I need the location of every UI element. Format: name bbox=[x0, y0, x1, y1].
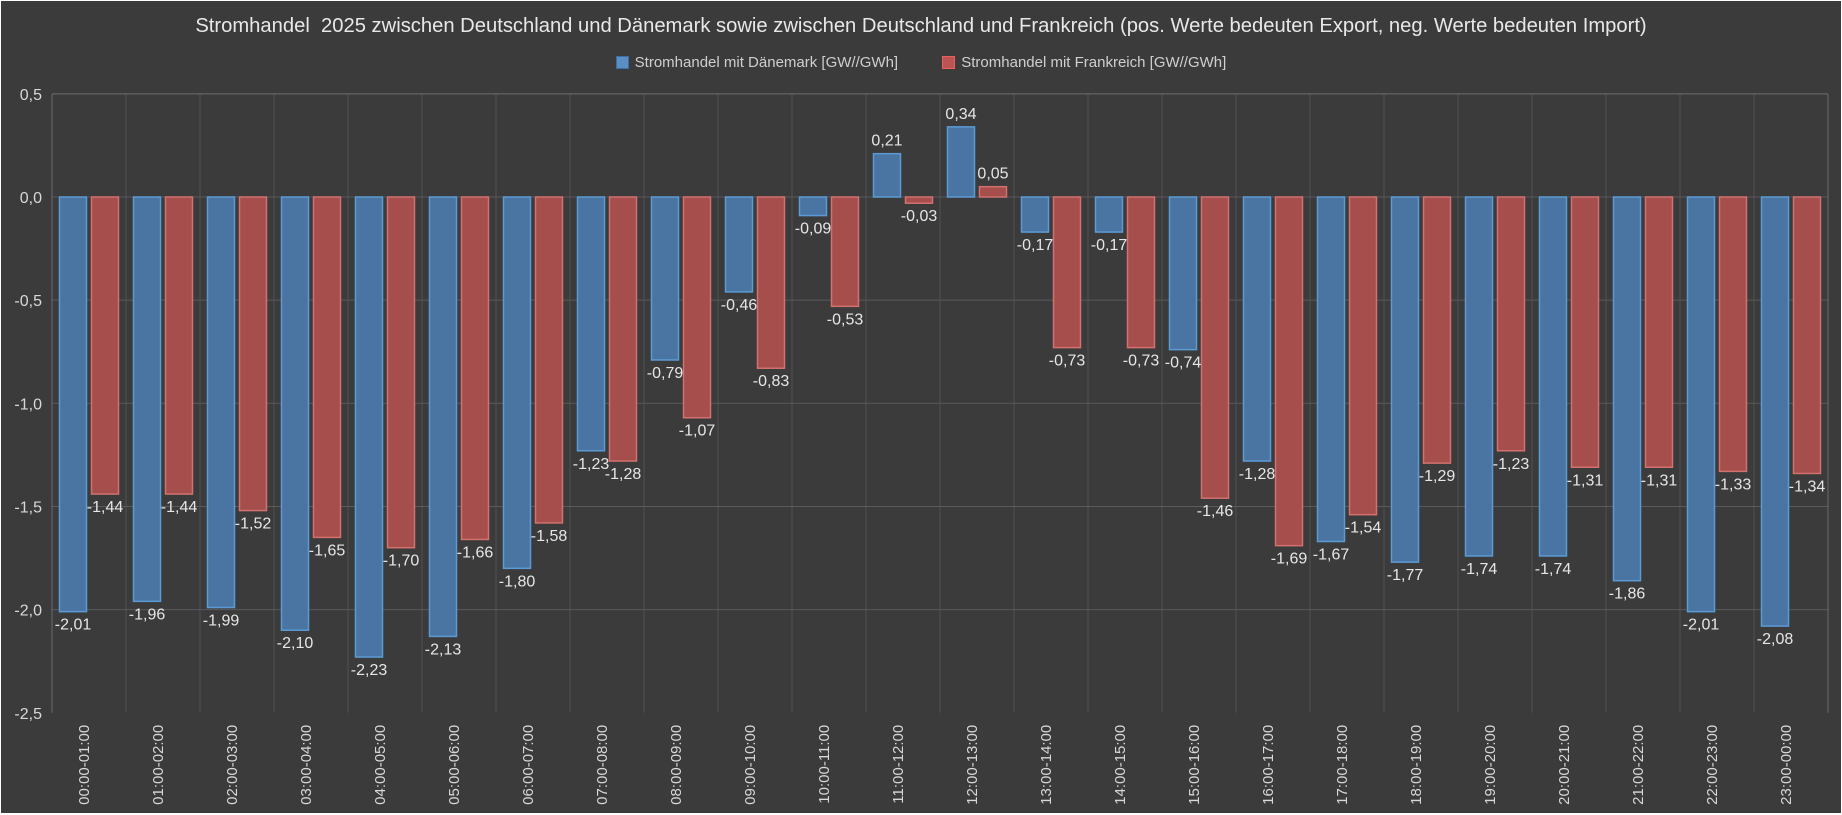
svg-text:12:00-13:00: 12:00-13:00 bbox=[964, 725, 981, 805]
svg-text:-0,03: -0,03 bbox=[901, 208, 938, 225]
svg-text:10:00-11:00: 10:00-11:00 bbox=[816, 725, 833, 804]
svg-text:-0,73: -0,73 bbox=[1123, 353, 1160, 370]
svg-text:0,05: 0,05 bbox=[977, 166, 1008, 183]
svg-text:13:00-14:00: 13:00-14:00 bbox=[1038, 725, 1055, 805]
svg-text:-1,74: -1,74 bbox=[1535, 561, 1572, 578]
svg-text:-1,31: -1,31 bbox=[1567, 472, 1604, 489]
svg-text:-1,99: -1,99 bbox=[203, 613, 240, 630]
svg-text:-1,07: -1,07 bbox=[679, 423, 716, 440]
svg-text:-0,5: -0,5 bbox=[14, 293, 42, 310]
svg-text:-2,13: -2,13 bbox=[425, 641, 462, 658]
svg-text:-1,80: -1,80 bbox=[499, 573, 536, 590]
svg-text:-0,17: -0,17 bbox=[1017, 237, 1054, 254]
svg-text:-1,58: -1,58 bbox=[531, 528, 568, 545]
svg-text:0,5: 0,5 bbox=[20, 87, 42, 104]
svg-text:-1,65: -1,65 bbox=[309, 542, 346, 559]
svg-text:21:00-22:00: 21:00-22:00 bbox=[1630, 725, 1647, 805]
svg-text:-0,53: -0,53 bbox=[827, 311, 864, 328]
svg-text:-1,28: -1,28 bbox=[1239, 466, 1276, 483]
svg-text:-0,73: -0,73 bbox=[1049, 353, 1086, 370]
svg-text:14:00-15:00: 14:00-15:00 bbox=[1112, 725, 1129, 805]
svg-text:-1,67: -1,67 bbox=[1313, 547, 1350, 564]
svg-text:-1,44: -1,44 bbox=[161, 499, 198, 516]
svg-text:-1,96: -1,96 bbox=[129, 606, 166, 623]
svg-text:-1,33: -1,33 bbox=[1715, 476, 1752, 493]
svg-text:-1,29: -1,29 bbox=[1419, 468, 1456, 485]
svg-text:-2,10: -2,10 bbox=[277, 635, 314, 652]
svg-text:-1,86: -1,86 bbox=[1609, 586, 1646, 603]
svg-text:17:00-18:00: 17:00-18:00 bbox=[1334, 725, 1351, 805]
svg-text:0,34: 0,34 bbox=[945, 106, 976, 123]
svg-text:-1,77: -1,77 bbox=[1387, 567, 1424, 584]
svg-text:-1,69: -1,69 bbox=[1271, 551, 1308, 568]
svg-text:-1,74: -1,74 bbox=[1461, 561, 1498, 578]
svg-text:-1,46: -1,46 bbox=[1197, 503, 1234, 520]
svg-text:-0,09: -0,09 bbox=[795, 221, 832, 238]
svg-text:03:00-04:00: 03:00-04:00 bbox=[298, 725, 315, 805]
svg-text:-2,01: -2,01 bbox=[1683, 617, 1720, 634]
svg-text:-0,17: -0,17 bbox=[1091, 237, 1128, 254]
svg-text:-0,46: -0,46 bbox=[721, 297, 758, 314]
svg-text:-1,70: -1,70 bbox=[383, 553, 420, 570]
svg-text:18:00-19:00: 18:00-19:00 bbox=[1408, 725, 1425, 805]
svg-text:02:00-03:00: 02:00-03:00 bbox=[224, 725, 241, 805]
svg-text:06:00-07:00: 06:00-07:00 bbox=[520, 725, 537, 805]
svg-text:-0,74: -0,74 bbox=[1165, 355, 1202, 372]
svg-text:20:00-21:00: 20:00-21:00 bbox=[1556, 725, 1573, 805]
svg-text:-1,66: -1,66 bbox=[457, 544, 494, 561]
svg-text:-1,52: -1,52 bbox=[235, 516, 272, 533]
svg-text:16:00-17:00: 16:00-17:00 bbox=[1260, 725, 1277, 805]
svg-text:00:00-01:00: 00:00-01:00 bbox=[76, 725, 93, 805]
svg-text:-1,44: -1,44 bbox=[87, 499, 124, 516]
svg-text:09:00-10:00: 09:00-10:00 bbox=[742, 725, 759, 805]
svg-text:-1,23: -1,23 bbox=[1493, 456, 1530, 473]
svg-text:-1,34: -1,34 bbox=[1789, 478, 1826, 495]
svg-text:-2,0: -2,0 bbox=[14, 603, 42, 620]
svg-text:-0,79: -0,79 bbox=[647, 365, 684, 382]
svg-text:-1,54: -1,54 bbox=[1345, 520, 1382, 537]
svg-text:07:00-08:00: 07:00-08:00 bbox=[594, 725, 611, 805]
svg-text:15:00-16:00: 15:00-16:00 bbox=[1186, 725, 1203, 805]
svg-text:-1,5: -1,5 bbox=[14, 499, 42, 516]
svg-text:-2,5: -2,5 bbox=[14, 706, 42, 723]
svg-text:0,0: 0,0 bbox=[20, 190, 42, 207]
svg-text:-1,0: -1,0 bbox=[14, 396, 42, 413]
svg-text:08:00-09:00: 08:00-09:00 bbox=[668, 725, 685, 805]
svg-text:23:00-00:00: 23:00-00:00 bbox=[1778, 725, 1795, 805]
svg-text:19:00-20:00: 19:00-20:00 bbox=[1482, 725, 1499, 805]
svg-text:01:00-02:00: 01:00-02:00 bbox=[150, 725, 167, 805]
svg-text:11:00-12:00: 11:00-12:00 bbox=[890, 725, 907, 804]
svg-text:-1,28: -1,28 bbox=[605, 466, 642, 483]
svg-text:-2,23: -2,23 bbox=[351, 662, 388, 679]
svg-text:-2,01: -2,01 bbox=[55, 617, 92, 634]
svg-text:05:00-06:00: 05:00-06:00 bbox=[446, 725, 463, 805]
svg-text:-0,83: -0,83 bbox=[753, 373, 790, 390]
svg-text:22:00-23:00: 22:00-23:00 bbox=[1704, 725, 1721, 805]
svg-text:-1,31: -1,31 bbox=[1641, 472, 1678, 489]
svg-text:-2,08: -2,08 bbox=[1757, 631, 1794, 648]
svg-text:04:00-05:00: 04:00-05:00 bbox=[372, 725, 389, 805]
svg-text:0,21: 0,21 bbox=[871, 133, 902, 150]
